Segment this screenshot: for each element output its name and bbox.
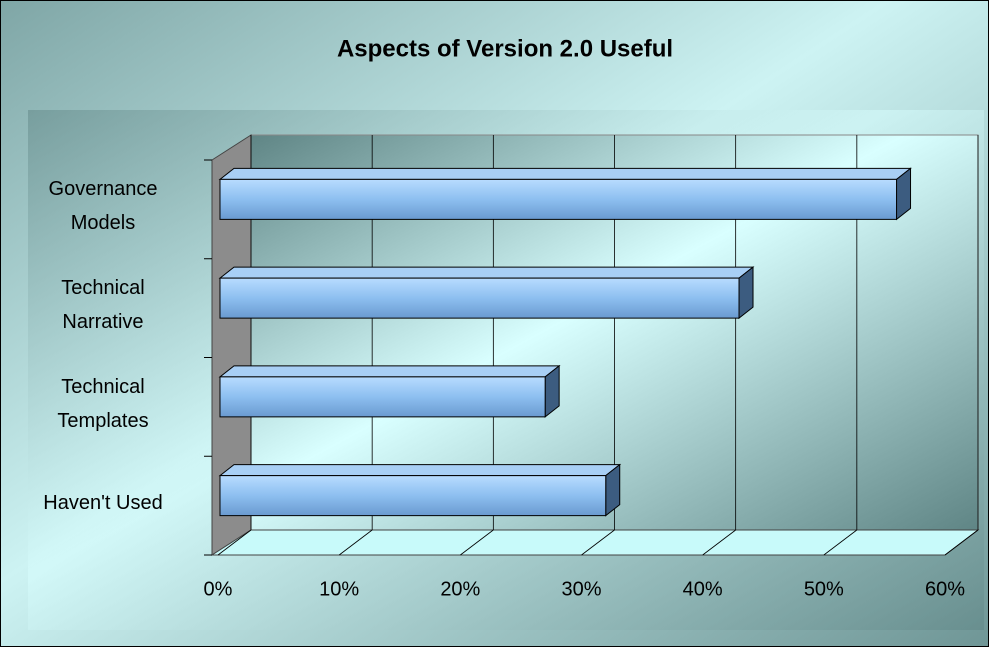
floor-grid-line (944, 529, 979, 556)
x-tick-label: 60% (925, 578, 965, 600)
x-tick-label: 20% (440, 578, 480, 600)
chart-title: Aspects of Version 2.0 Useful (337, 35, 673, 62)
y-tick-label: Governance Models (48, 178, 158, 235)
bar-top (218, 167, 912, 180)
floor-grid-line (460, 529, 494, 556)
bar-top (218, 266, 755, 279)
bar (219, 277, 740, 319)
bar (219, 376, 546, 418)
floor-grid-line (823, 529, 858, 556)
floor-grid-line (581, 529, 615, 556)
bar-top (218, 464, 622, 477)
y-tick-label: Technical Narrative (61, 277, 145, 334)
bar (219, 475, 607, 517)
y-tick-label: Haven't Used (43, 491, 163, 514)
bar (219, 178, 898, 220)
bar-top (218, 365, 561, 378)
floor-grid-line (217, 529, 252, 556)
floor (210, 529, 980, 556)
x-tick-label: 40% (683, 578, 723, 600)
x-tick-label: 0% (204, 578, 233, 600)
x-tick-label: 30% (561, 578, 601, 600)
floor-grid-line (702, 529, 736, 556)
x-tick-label: 10% (319, 578, 359, 600)
y-tick-label: Technical Templates (57, 375, 149, 432)
x-tick-label: 50% (804, 578, 844, 600)
floor-grid-line (338, 529, 373, 556)
